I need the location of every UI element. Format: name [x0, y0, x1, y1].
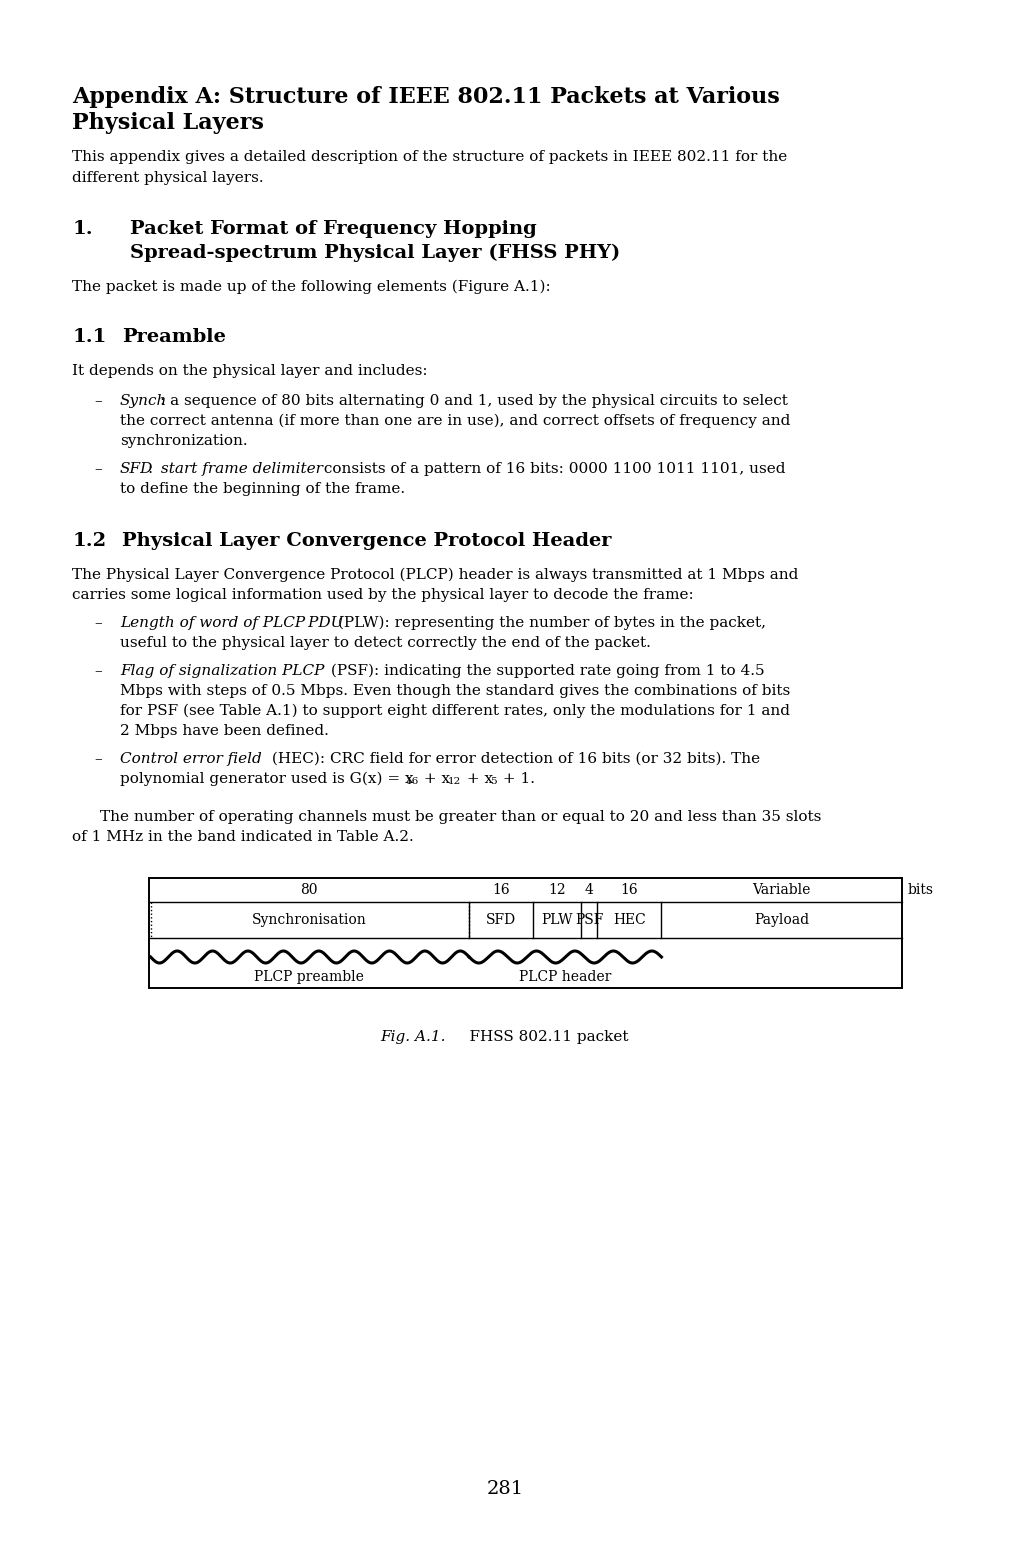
Text: carries some logical information used by the physical layer to decode the frame:: carries some logical information used by…	[72, 587, 693, 601]
Text: the correct antenna (if more than one are in use), and correct offsets of freque: the correct antenna (if more than one ar…	[120, 414, 790, 428]
Text: It depends on the physical layer and includes:: It depends on the physical layer and inc…	[72, 363, 428, 379]
Text: + x: + x	[419, 771, 450, 785]
Text: (PLW): representing the number of bytes in the packet,: (PLW): representing the number of bytes …	[332, 615, 765, 631]
Text: 281: 281	[486, 1480, 524, 1498]
Text: FHSS 802.11 packet: FHSS 802.11 packet	[449, 1030, 628, 1044]
Text: Mbps with steps of 0.5 Mbps. Even though the standard gives the combinations of : Mbps with steps of 0.5 Mbps. Even though…	[120, 683, 790, 697]
Text: 1.2: 1.2	[72, 532, 106, 550]
Text: 1.1: 1.1	[72, 328, 107, 346]
Text: to define the beginning of the frame.: to define the beginning of the frame.	[120, 482, 405, 496]
Text: Length of word of PLCP PDU: Length of word of PLCP PDU	[120, 615, 343, 631]
Text: –: –	[94, 751, 102, 765]
Text: 80: 80	[300, 883, 317, 897]
Text: –: –	[94, 462, 102, 476]
Text: (HEC): CRC field for error detection of 16 bits (or 32 bits). The: (HEC): CRC field for error detection of …	[266, 751, 759, 765]
Text: 16: 16	[492, 883, 510, 897]
Text: consists of a pattern of 16 bits: 0000 1100 1011 1101, used: consists of a pattern of 16 bits: 0000 1…	[319, 462, 785, 476]
Text: The packet is made up of the following elements (Figure A.1):: The packet is made up of the following e…	[72, 280, 550, 294]
Text: 5: 5	[490, 778, 496, 785]
Text: start frame delimiter: start frame delimiter	[156, 462, 322, 476]
Text: of 1 MHz in the band indicated in Table A.2.: of 1 MHz in the band indicated in Table …	[72, 830, 414, 844]
Text: –: –	[94, 663, 102, 679]
Text: SFD: SFD	[120, 462, 153, 476]
Text: Flag of signalization PLCP: Flag of signalization PLCP	[120, 663, 324, 679]
Text: PLCP header: PLCP header	[519, 969, 611, 983]
Text: bits: bits	[907, 883, 932, 897]
Text: The number of operating channels must be greater than or equal to 20 and less th: The number of operating channels must be…	[100, 810, 820, 824]
Text: + 1.: + 1.	[498, 771, 535, 785]
Text: Physical Layers: Physical Layers	[72, 111, 264, 135]
Text: This appendix gives a detailed description of the structure of packets in IEEE 8: This appendix gives a detailed descripti…	[72, 150, 787, 184]
Text: synchronization.: synchronization.	[120, 434, 248, 448]
Text: + x: + x	[462, 771, 492, 785]
Text: Synch: Synch	[120, 394, 167, 408]
Text: 4: 4	[584, 883, 593, 897]
Text: The Physical Layer Convergence Protocol (PLCP) header is always transmitted at 1: The Physical Layer Convergence Protocol …	[72, 567, 798, 583]
Text: 16: 16	[620, 883, 638, 897]
Text: Control error field: Control error field	[120, 751, 262, 765]
Text: Physical Layer Convergence Protocol Header: Physical Layer Convergence Protocol Head…	[122, 532, 610, 550]
Text: 1.: 1.	[72, 220, 93, 238]
Text: SFD: SFD	[486, 914, 516, 928]
Text: Variable: Variable	[752, 883, 810, 897]
Text: Spread-spectrum Physical Layer (FHSS PHY): Spread-spectrum Physical Layer (FHSS PHY…	[129, 244, 620, 263]
Bar	[149, 878, 901, 988]
Text: Appendix A: Structure of IEEE 802.11 Packets at Various: Appendix A: Structure of IEEE 802.11 Pac…	[72, 87, 780, 108]
Text: HEC: HEC	[612, 914, 645, 928]
Text: useful to the physical layer to detect correctly the end of the packet.: useful to the physical layer to detect c…	[120, 635, 650, 649]
Text: –: –	[94, 615, 102, 631]
Text: :: :	[148, 462, 153, 476]
Text: –: –	[94, 394, 102, 408]
Text: Synchronisation: Synchronisation	[252, 914, 366, 928]
Text: PLCP preamble: PLCP preamble	[254, 969, 364, 983]
Text: (PSF): indicating the supported rate going from 1 to 4.5: (PSF): indicating the supported rate goi…	[326, 663, 764, 679]
Text: 12: 12	[447, 778, 461, 785]
Text: for PSF (see Table A.1) to support eight different rates, only the modulations f: for PSF (see Table A.1) to support eight…	[120, 703, 789, 719]
Text: Preamble: Preamble	[122, 328, 225, 346]
Text: 12: 12	[548, 883, 566, 897]
Text: 2 Mbps have been defined.: 2 Mbps have been defined.	[120, 724, 328, 737]
Text: 16: 16	[405, 778, 418, 785]
Text: Fig. A.1.: Fig. A.1.	[380, 1030, 445, 1044]
Text: PSF: PSF	[575, 914, 603, 928]
Text: polynomial generator used is G(x) = x: polynomial generator used is G(x) = x	[120, 771, 413, 787]
Text: Packet Format of Frequency Hopping: Packet Format of Frequency Hopping	[129, 220, 536, 238]
Text: Payload: Payload	[753, 914, 808, 928]
Text: PLW: PLW	[541, 914, 573, 928]
Text: : a sequence of 80 bits alternating 0 and 1, used by the physical circuits to se: : a sequence of 80 bits alternating 0 an…	[159, 394, 787, 408]
